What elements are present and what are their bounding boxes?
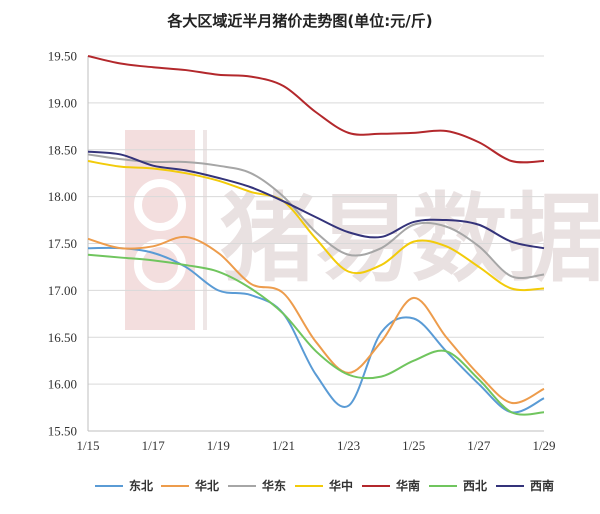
y-tick-label: 17.00: [48, 283, 77, 298]
x-tick-label: 1/27: [467, 438, 491, 453]
y-tick-label: 18.50: [48, 142, 77, 157]
watermark: 猪易数据: [125, 130, 600, 330]
x-tick-label: 1/23: [337, 438, 360, 453]
x-axis-ticks: 1/15 1/17 1/19 1/21 1/23 1/25 1/27 1/29: [76, 438, 555, 453]
series-line-7: [87, 150, 545, 250]
legend-label: 华中: [329, 478, 353, 493]
legend-label: 华北: [195, 478, 219, 493]
legend: 东北 华北 华东 华中 华南 西北 西南: [95, 478, 554, 493]
y-tick-label: 15.50: [48, 424, 77, 439]
legend-label: 华南: [396, 478, 420, 493]
x-tick-label: 1/29: [532, 438, 555, 453]
y-tick-label: 18.00: [48, 189, 77, 204]
y-tick-label: 19.00: [48, 95, 77, 110]
y-axis-ticks: 15.50 16.00 16.50 17.00 17.50 18.00 18.50 19.00…: [48, 49, 77, 439]
watermark-text: 猪易数据: [220, 183, 600, 295]
x-tick-label: 1/21: [272, 438, 295, 453]
series-line-5: [87, 55, 545, 164]
series-line-6: [87, 253, 545, 416]
x-tick-label: 1/15: [76, 438, 99, 453]
x-tick-label: 1/19: [207, 438, 230, 453]
y-tick-label: 16.00: [48, 377, 77, 392]
chart-title: 各大区域近半月猪价走势图(单位:元/斤): [166, 12, 432, 30]
x-tick-label: 1/17: [142, 438, 166, 453]
legend-label: 西南: [530, 478, 554, 493]
y-tick-label: 19.50: [48, 49, 77, 64]
series-line-2: [87, 235, 545, 405]
legend-label: 华东: [262, 478, 286, 493]
x-tick-label: 1/25: [402, 438, 425, 453]
y-tick-label: 17.50: [48, 236, 77, 251]
series-line-4: [87, 160, 545, 292]
series-line-1: [87, 246, 545, 414]
axes: [87, 56, 544, 432]
series-lines: [87, 55, 545, 416]
y-tick-label: 16.50: [48, 330, 77, 345]
legend-label: 东北: [129, 478, 153, 493]
legend-label: 西北: [463, 478, 487, 493]
series-line-3: [87, 153, 545, 280]
